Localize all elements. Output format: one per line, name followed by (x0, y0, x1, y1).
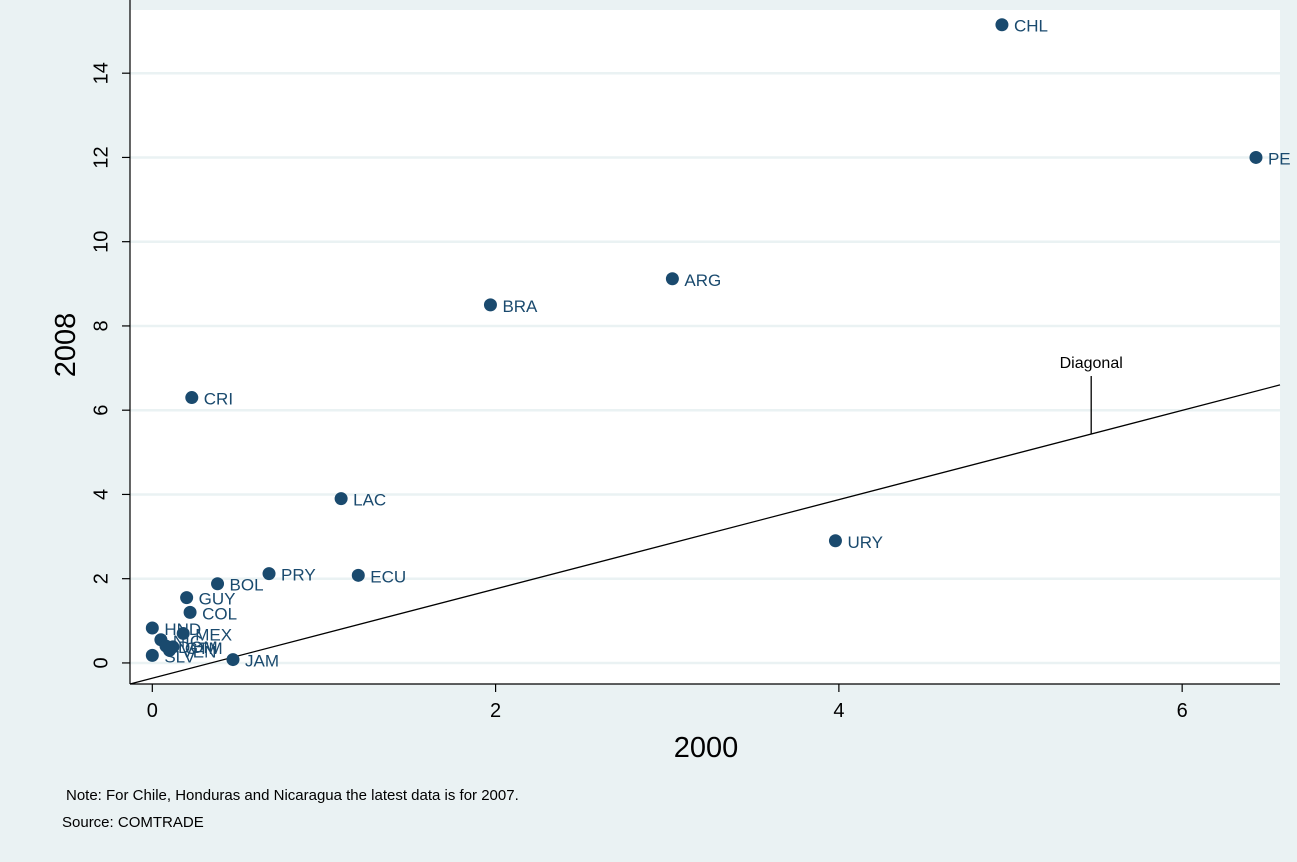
x-tick-label: 4 (833, 700, 844, 722)
data-point (334, 492, 348, 506)
data-point-label: CRI (204, 390, 233, 409)
chart-note: Note: For Chile, Honduras and Nicaragua … (66, 787, 519, 804)
y-tick-label: 14 (90, 62, 112, 84)
data-point-label: JAM (245, 652, 279, 671)
data-point (665, 272, 679, 286)
y-tick-label: 2 (90, 573, 112, 584)
diagonal-reference: Diagonal (129, 355, 1281, 685)
data-point (226, 653, 240, 667)
data-point (185, 391, 199, 405)
gridlines (130, 71, 1280, 665)
data-point-label: PRY (281, 566, 316, 585)
data-point (262, 567, 276, 581)
x-tick-label: 6 (1177, 700, 1188, 722)
data-point (351, 568, 365, 582)
data-point-label: LAC (353, 491, 386, 510)
data-point-label: ECU (370, 567, 406, 586)
data-point (145, 648, 159, 662)
y-tick-label: 10 (90, 231, 112, 253)
y-axis-label: 2008 (50, 313, 82, 378)
data-point-label: URY (847, 533, 883, 552)
data-point-label: BOL (230, 576, 264, 595)
data-point (211, 577, 225, 591)
data-point-label: GUY (199, 590, 236, 609)
data-point (995, 18, 1009, 32)
y-tick-label: 4 (90, 489, 112, 500)
data-point (828, 534, 842, 548)
data-point (176, 626, 190, 640)
data-point (145, 621, 159, 635)
data-point-label: BRA (502, 297, 538, 316)
data-point-label: ARG (684, 271, 721, 290)
data-point-label: MEX (195, 625, 232, 644)
diagonal-label: Diagonal (1060, 355, 1123, 372)
x-tick-label: 0 (147, 700, 158, 722)
data-point (180, 591, 194, 605)
y-tick-label: 6 (90, 405, 112, 416)
chart-source: Source: COMTRADE (62, 814, 204, 831)
data-point (1249, 150, 1263, 164)
data-point-label: SLV (164, 647, 196, 666)
y-tick-label: 0 (90, 657, 112, 668)
data-point-label: COL (202, 604, 237, 623)
data-point (183, 605, 197, 619)
diagonal-line (129, 384, 1281, 685)
plot-area (130, 10, 1280, 684)
y-tick-label: 12 (90, 146, 112, 168)
axes: 0 2 4 6 8 10 12 14 0 2 4 6 (90, 0, 1280, 722)
y-tick-label: 8 (90, 320, 112, 331)
data-point (483, 298, 497, 312)
x-tick-label: 2 (490, 700, 501, 722)
data-points: CHLPEARGBRACRILACURYPRYECUBOLGUYCOLHNDME… (145, 17, 1291, 671)
data-point-label: GTM (185, 639, 223, 658)
data-point-label: CHL (1014, 17, 1048, 36)
data-point-label: NIC (173, 632, 202, 651)
data-point-label: VEN (181, 642, 216, 661)
data-point-label: PE (1268, 149, 1291, 168)
data-point-label: DOM (178, 638, 218, 657)
data-point (162, 643, 176, 657)
x-axis-label: 2000 (674, 732, 739, 764)
